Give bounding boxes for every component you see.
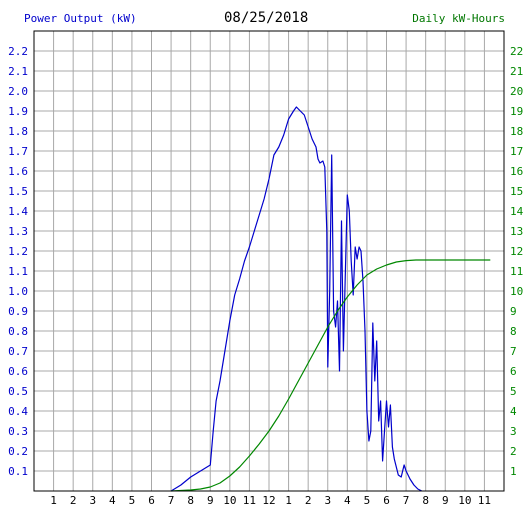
right-tick-label: 8 (510, 325, 517, 338)
left-tick-label: 0.5 (8, 385, 28, 398)
right-tick-label: 10 (510, 285, 523, 298)
left-tick-label: 2.2 (8, 45, 28, 58)
x-tick-label: 1 (50, 494, 57, 507)
left-tick-label: 1.4 (8, 205, 28, 218)
right-tick-label: 17 (510, 145, 523, 158)
x-tick-label: 12 (262, 494, 275, 507)
right-tick-label: 22 (510, 45, 523, 58)
x-tick-label: 10 (458, 494, 471, 507)
right-tick-label: 16 (510, 165, 523, 178)
left-tick-label: 1.0 (8, 285, 28, 298)
x-tick-label: 8 (187, 494, 194, 507)
left-tick-label: 0.6 (8, 365, 28, 378)
left-tick-label: 2.1 (8, 65, 28, 78)
right-tick-label: 18 (510, 125, 523, 138)
x-tick-label: 3 (89, 494, 96, 507)
right-tick-label: 3 (510, 425, 517, 438)
x-tick-label: 4 (344, 494, 351, 507)
right-tick-label: 2 (510, 445, 517, 458)
chart-date-title: 08/25/2018 (224, 10, 309, 26)
left-axis-ticks: 0.1 0.2 0.3 0.4 0.5 0.6 0.7 0.8 0.9 1.0 1.1 1.2 1.3 1… (8, 45, 28, 478)
x-tick-label: 2 (70, 494, 77, 507)
left-tick-label: 0.7 (8, 345, 28, 358)
left-tick-label: 2.0 (8, 85, 28, 98)
right-tick-label: 9 (510, 305, 517, 318)
x-tick-label: 4 (109, 494, 116, 507)
left-tick-label: 1.7 (8, 145, 28, 158)
series-layer (170, 106, 491, 492)
x-tick-label: 11 (243, 494, 256, 507)
right-axis-title: Daily kW-Hours (412, 12, 505, 25)
right-tick-label: 5 (510, 385, 517, 398)
x-tick-label: 5 (129, 494, 136, 507)
left-tick-label: 1.6 (8, 165, 28, 178)
x-tick-label: 11 (478, 494, 491, 507)
x-tick-label: 10 (223, 494, 236, 507)
left-tick-label: 1.3 (8, 225, 28, 238)
right-tick-label: 11 (510, 265, 523, 278)
plot-border (33, 30, 505, 492)
x-tick-label: 9 (442, 494, 449, 507)
x-tick-label: 9 (207, 494, 214, 507)
left-tick-label: 1.2 (8, 245, 28, 258)
left-axis-title: Power Output (kW) (24, 12, 137, 25)
x-tick-label: 3 (324, 494, 331, 507)
x-tick-label: 1 (285, 494, 292, 507)
x-tick-label: 7 (168, 494, 175, 507)
x-tick-label: 6 (148, 494, 155, 507)
right-tick-label: 15 (510, 185, 523, 198)
x-tick-label: 8 (422, 494, 429, 507)
grid-lines (34, 31, 504, 491)
right-tick-label: 7 (510, 345, 517, 358)
left-tick-label: 1.9 (8, 105, 28, 118)
right-tick-label: 12 (510, 245, 523, 258)
right-tick-label: 21 (510, 65, 523, 78)
left-tick-label: 1.8 (8, 125, 28, 138)
right-tick-label: 19 (510, 105, 523, 118)
x-tick-label: 5 (364, 494, 371, 507)
left-tick-label: 0.9 (8, 305, 28, 318)
x-tick-label: 7 (403, 494, 410, 507)
left-tick-label: 1.1 (8, 265, 28, 278)
left-tick-label: 0.1 (8, 465, 28, 478)
right-tick-label: 4 (510, 405, 517, 418)
left-tick-label: 0.3 (8, 425, 28, 438)
daily-kwh-line (171, 259, 491, 492)
x-tick-label: 6 (383, 494, 390, 507)
plot-frame (33, 30, 505, 492)
power-output-line (170, 106, 423, 492)
left-tick-label: 1.5 (8, 185, 28, 198)
left-tick-label: 0.2 (8, 445, 28, 458)
right-tick-label: 6 (510, 365, 517, 378)
right-tick-label: 1 (510, 465, 517, 478)
right-tick-label: 14 (510, 205, 524, 218)
x-tick-label: 2 (305, 494, 312, 507)
right-tick-label: 20 (510, 85, 523, 98)
right-tick-label: 13 (510, 225, 523, 238)
x-axis-ticks: 1 2 3 4 5 6 7 8 9 10 11 12 1 2 3 4 5 6 7 8 9 10 11 (50, 494, 491, 507)
left-tick-label: 0.8 (8, 325, 28, 338)
left-tick-label: 0.4 (8, 405, 28, 418)
